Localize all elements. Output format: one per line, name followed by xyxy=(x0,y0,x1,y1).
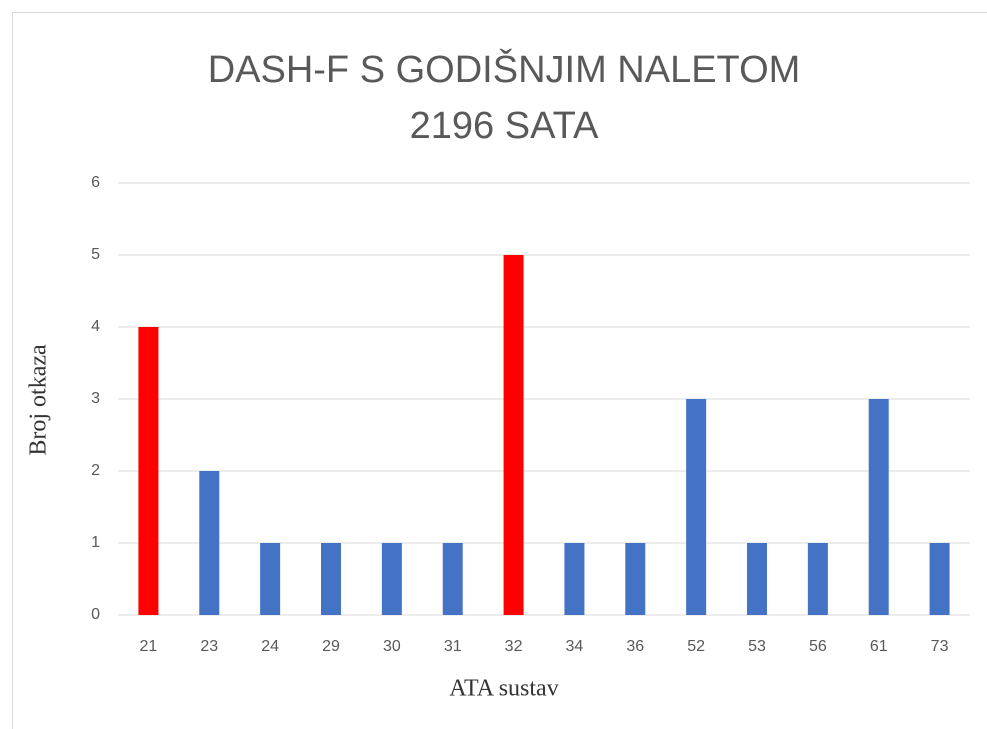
x-tick-label: 30 xyxy=(383,638,401,655)
x-tick-label: 73 xyxy=(931,638,949,655)
y-tick-label: 0 xyxy=(91,606,100,623)
y-tick-label: 6 xyxy=(91,174,100,191)
x-tick-label: 29 xyxy=(322,638,340,655)
x-tick-label: 61 xyxy=(870,638,888,655)
chart-title: DASH-F S GODIŠNJIM NALETOM xyxy=(208,47,801,91)
bar xyxy=(564,543,585,615)
x-tick-label: 21 xyxy=(140,638,158,655)
x-axis-label: ATA sustav xyxy=(449,676,558,702)
x-tick-label: 31 xyxy=(444,638,462,655)
bar xyxy=(807,543,828,615)
x-tick-label: 36 xyxy=(626,638,644,655)
y-tick-label: 5 xyxy=(91,246,100,263)
bar xyxy=(625,543,646,615)
bar xyxy=(199,471,220,615)
bar xyxy=(260,543,281,615)
y-axis-label: Broj otkaza xyxy=(26,344,52,456)
y-tick-label: 1 xyxy=(91,534,100,551)
bar xyxy=(381,543,402,615)
bar xyxy=(747,543,767,615)
x-tick-label: 34 xyxy=(566,638,584,655)
x-tick-label: 32 xyxy=(505,638,523,655)
y-tick-label: 3 xyxy=(91,390,100,407)
bar xyxy=(868,399,889,615)
x-tick-label: 53 xyxy=(748,638,766,655)
bar xyxy=(442,543,463,615)
x-tick-label: 23 xyxy=(200,638,218,655)
bar xyxy=(503,255,524,615)
bar xyxy=(686,399,707,615)
bar xyxy=(929,543,950,615)
x-tick-label: 24 xyxy=(261,638,279,655)
chart-title: 2196 SATA xyxy=(410,105,599,147)
bar xyxy=(321,543,341,615)
x-tick-label: 52 xyxy=(687,638,705,655)
y-tick-label: 2 xyxy=(91,462,100,479)
y-tick-label: 4 xyxy=(91,318,100,335)
bar xyxy=(138,327,159,615)
x-tick-label: 56 xyxy=(809,638,827,655)
